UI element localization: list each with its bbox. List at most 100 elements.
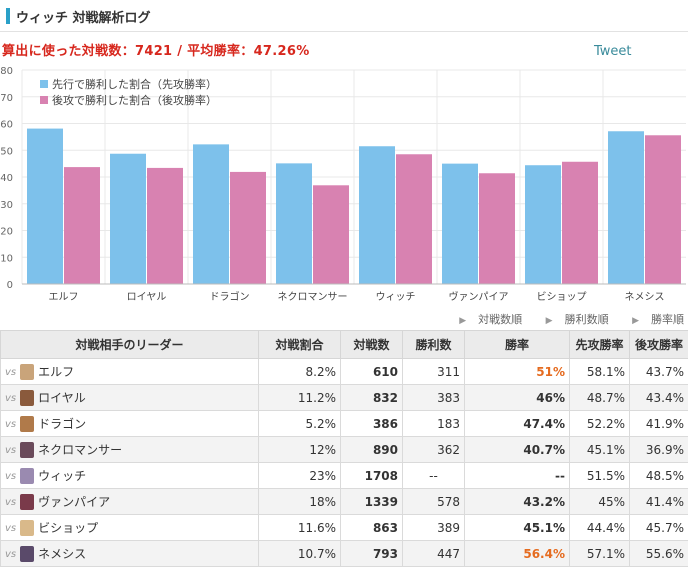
page-header: ウィッチ 対戦解析ログ [0,0,688,32]
second-rate-bar [313,185,349,284]
leader-name[interactable]: ロイヤル [38,391,86,405]
legend-swatch-second [40,96,48,104]
vs-label: vs [5,549,16,560]
second-rate-cell: 43.4% [630,385,688,411]
wins-cell: 578 [403,489,465,515]
first-rate-bar [27,129,63,284]
col-header-share[interactable]: 対戦割合 [259,331,341,359]
matches-cell: 890 [341,437,403,463]
first-rate-bar [193,144,229,284]
vs-label: vs [5,445,16,456]
page-title: ウィッチ 対戦解析ログ [16,7,151,26]
leader-avatar-icon [20,494,34,510]
col-header-winrate[interactable]: 勝率 [465,331,570,359]
x-tick-label: ビショップ [537,291,587,303]
wins-cell: 311 [403,359,465,385]
share-cell: 18% [259,489,341,515]
winrate-cell: 56.4% [465,541,570,567]
vs-label: vs [5,419,16,430]
sort-by-matches-link[interactable]: ▶対戦数順 [449,313,522,326]
leader-avatar-icon [20,468,34,484]
winrate-cell: 46% [465,385,570,411]
winrate-cell: 40.7% [465,437,570,463]
col-header-second[interactable]: 後攻勝率 [630,331,688,359]
first-rate-cell: 48.7% [570,385,630,411]
leader-avatar-icon [20,416,34,432]
leader-avatar-icon [20,442,34,458]
header-accent-bar [6,8,10,24]
results-table: 対戦相手のリーダー 対戦割合 対戦数 勝利数 勝率 先攻勝率 後攻勝率 vs エル… [0,330,688,567]
first-rate-bar [359,146,395,284]
wins-cell: 183 [403,411,465,437]
y-tick-label: 60 [0,120,13,131]
leader-name[interactable]: ウィッチ [38,469,86,483]
second-rate-cell: 43.7% [630,359,688,385]
leader-name[interactable]: ドラゴン [38,417,86,431]
leader-name[interactable]: ネクロマンサー [38,443,122,457]
x-tick-label: エルフ [49,292,79,303]
tweet-button[interactable]: Tweet [594,44,632,59]
col-header-first[interactable]: 先攻勝率 [570,331,630,359]
first-rate-cell: 45.1% [570,437,630,463]
vs-label: vs [5,367,16,378]
col-header-matches[interactable]: 対戦数 [341,331,403,359]
leader-name[interactable]: エルフ [38,365,74,379]
stats-summary: 算出に使った対戦数：7421 / 平均勝率：47.26% [2,40,310,59]
second-rate-cell: 41.4% [630,489,688,515]
share-cell: 12% [259,437,341,463]
leader-avatar-icon [20,520,34,536]
sort-by-wins-link[interactable]: ▶勝利数順 [536,313,609,326]
leader-name[interactable]: ネメシス [38,547,86,561]
vs-label: vs [5,393,16,404]
second-rate-cell: 45.7% [630,515,688,541]
col-header-wins[interactable]: 勝利数 [403,331,465,359]
wins-cell: -- [403,463,465,489]
winrate-cell: 43.2% [465,489,570,515]
matches-cell: 1708 [341,463,403,489]
second-rate-bar [230,172,266,284]
x-tick-label: ネクロマンサー [278,291,348,303]
matches-cell: 863 [341,515,403,541]
matches-cell: 793 [341,541,403,567]
legend-swatch-first [40,80,48,88]
winrate-cell: -- [465,463,570,489]
leader-avatar-icon [20,390,34,406]
second-rate-cell: 36.9% [630,437,688,463]
second-rate-bar [147,168,183,284]
leader-name[interactable]: ビショップ [38,521,98,535]
first-rate-cell: 44.4% [570,515,630,541]
winrate-cell: 45.1% [465,515,570,541]
first-rate-cell: 45% [570,489,630,515]
first-rate-bar [110,154,146,284]
sort-by-winrate-link[interactable]: ▶勝率順 [622,313,684,326]
col-header-leader[interactable]: 対戦相手のリーダー [1,331,259,359]
first-rate-cell: 57.1% [570,541,630,567]
leader-name[interactable]: ヴァンパイア [38,495,110,509]
wins-cell: 362 [403,437,465,463]
winrate-cell: 47.4% [465,411,570,437]
share-cell: 11.2% [259,385,341,411]
leader-cell: vs ドラゴン [1,411,259,437]
vs-label: vs [5,497,16,508]
second-rate-bar [479,173,515,284]
legend-label-second: 後攻で勝利した割合（後攻勝率） [52,93,217,107]
legend-label-first: 先行で勝利した割合（先攻勝率） [52,77,217,91]
leader-cell: vs ネクロマンサー [1,437,259,463]
share-cell: 10.7% [259,541,341,567]
triangle-right-icon: ▶ [459,316,466,326]
leader-cell: vs エルフ [1,359,259,385]
leader-cell: vs ロイヤル [1,385,259,411]
wins-cell: 389 [403,515,465,541]
leader-cell: vs ヴァンパイア [1,489,259,515]
share-cell: 8.2% [259,359,341,385]
second-rate-bar [645,135,681,284]
first-rate-cell: 58.1% [570,359,630,385]
